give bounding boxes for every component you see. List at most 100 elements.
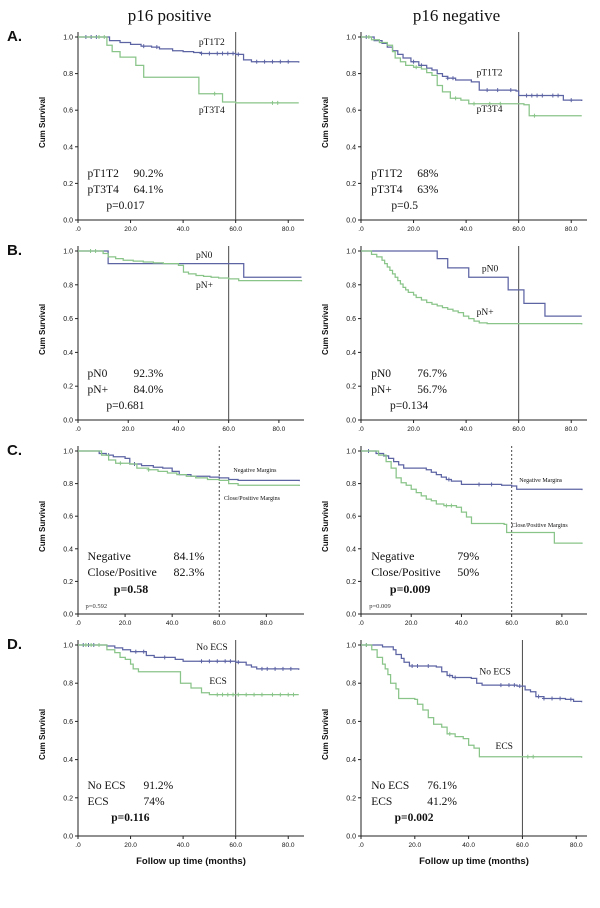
km-plot-svg: 0.0 0.2 0.4 0.6 0.8 1.0 .0 20.0 40.0 60.0 80.0 Cum … [321, 640, 588, 867]
row-label-D: D. [7, 636, 22, 653]
curve-label-negative-margins: Negative Margins [519, 478, 563, 484]
p-value: p=0.58 [113, 582, 149, 597]
y-tick-label: 0.0 [346, 218, 356, 225]
stats-annotation: Negative 84.1% Close/Positive 82.3% p=0.58 [88, 548, 205, 598]
header-p16-negative: p16 negative [412, 6, 501, 25]
panel-C-p16-negative: 0.0 0.2 0.4 0.6 0.8 1.0 .0 20.0 40.0 60.0 80.0 Cum … [319, 440, 597, 634]
stats-row: pN0 76.7% [371, 366, 447, 382]
y-tick-label: 0.4 [346, 546, 356, 553]
y-tick-label: 0.0 [63, 418, 73, 425]
row-B: B. 0.0 0.2 0.4 0.6 0.8 1.0 .0 20.0 40.0 60.0 80.0 C… [0, 240, 600, 440]
curve-label-no-ecs: No ECS [196, 643, 227, 653]
stats-annotation: No ECS 91.2% ECS 74% p=0.116 [88, 778, 174, 826]
x-tick-label: 80.0 [565, 226, 578, 233]
group-survival-pct: 82.3% [173, 565, 205, 580]
y-tick-label: 0.6 [346, 316, 356, 323]
y-axis-title: Cum Survival [321, 501, 330, 552]
y-tick-label: 0.2 [63, 795, 73, 802]
stats-row: pN+ 84.0% [88, 382, 164, 398]
group-survival-pct: 63% [417, 183, 439, 196]
row-A: A. 0.0 0.2 0.4 0.6 0.8 1.0 .0 20.0 40.0 60.0 80.0 C… [0, 26, 600, 240]
panel-A-p16-negative: 0.0 0.2 0.4 0.6 0.8 1.0 .0 20.0 40.0 60.0 80.0 Cum … [319, 26, 597, 240]
y-tick-label: 1.0 [346, 35, 356, 42]
group-name: ECS [371, 795, 393, 808]
p-value: p=0.134 [389, 399, 429, 412]
y-tick-label: 0.2 [346, 181, 356, 188]
survival-curve-no-ecs [77, 644, 299, 670]
x-tick-label: 40.0 [460, 426, 473, 433]
x-tick-label: 40.0 [455, 620, 468, 627]
x-tick-label: .0 [358, 226, 364, 233]
y-tick-label: 0.8 [346, 481, 356, 488]
x-tick-label: .0 [358, 426, 364, 433]
y-tick-label: 0.4 [346, 144, 356, 151]
x-tick-label: 80.0 [556, 620, 569, 627]
x-tick-label: 20.0 [124, 226, 137, 233]
stats-row: pT3T4 64.1% [88, 182, 164, 198]
curve-label-close-positive-margins: Close/Positive Margins [223, 496, 280, 502]
stats-row: No ECS 76.1% [371, 778, 457, 794]
group-survival-pct: 91.2% [143, 779, 174, 792]
x-tick-label: 60.0 [212, 620, 225, 627]
y-tick-label: 0.4 [63, 144, 73, 151]
stats-annotation: pN0 92.3% pN+ 84.0% p=0.681 [88, 366, 164, 414]
y-tick-label: 1.0 [63, 449, 73, 456]
y-tick-label: 0.0 [63, 834, 73, 841]
y-tick-label: 1.0 [346, 249, 356, 256]
panel-C-p16-positive: 0.0 0.2 0.4 0.6 0.8 1.0 .0 20.0 40.0 60.0 80.0 Cum … [36, 440, 314, 634]
km-plot-svg: 0.0 0.2 0.4 0.6 0.8 1.0 .0 20.0 40.0 60.0 80.0 Cum … [321, 446, 588, 627]
km-plot-svg: 0.0 0.2 0.4 0.6 0.8 1.0 .0 20.0 40.0 60.0 80.0 Cum … [38, 246, 304, 433]
group-survival-pct: 76.7% [417, 367, 447, 380]
y-tick-label: 1.0 [346, 643, 356, 650]
column-headers: p16 positive p16 negative [26, 6, 600, 26]
survival-curve-negative-margins [77, 450, 300, 482]
survival-curve-negative-margins [361, 450, 583, 491]
y-axis-title: Cum Survival [321, 709, 330, 760]
stats-row: pT1T2 90.2% [88, 166, 164, 182]
y-tick-label: 0.8 [63, 282, 73, 289]
y-tick-label: 0.2 [63, 579, 73, 586]
panel-D-p16-negative: 0.0 0.2 0.4 0.6 0.8 1.0 .0 20.0 40.0 60.0 80.0 Cum … [319, 634, 597, 874]
y-tick-label: 0.4 [63, 546, 73, 553]
group-survival-pct: 84.0% [133, 383, 164, 396]
group-name: pN0 [87, 367, 108, 380]
group-name: Negative [371, 548, 415, 563]
km-plot-svg: 0.0 0.2 0.4 0.6 0.8 1.0 .0 20.0 40.0 60.0 80.0 Cum … [321, 246, 588, 433]
stats-annotation: Negative 79% Close/Positive 50% p=0.009 [371, 548, 479, 598]
y-tick-label: 0.2 [346, 384, 356, 391]
stats-row: pN+ 56.7% [371, 382, 447, 398]
x-tick-label: 60.0 [222, 426, 235, 433]
x-tick-label: .0 [75, 842, 81, 849]
y-tick-label: 0.2 [63, 384, 73, 391]
x-tick-label: 80.0 [565, 426, 578, 433]
group-name: pT3T4 [371, 183, 403, 196]
km-plot-svg: 0.0 0.2 0.4 0.6 0.8 1.0 .0 20.0 40.0 60.0 80.0 Cum … [321, 32, 588, 233]
x-tick-label: 20.0 [407, 226, 420, 233]
x-tick-label: 20.0 [405, 620, 418, 627]
y-tick-label: 0.6 [63, 108, 73, 115]
survival-curve-pt3t4 [77, 36, 299, 104]
row-C: C. 0.0 0.2 0.4 0.6 0.8 1.0 .0 20.0 40.0 60.0 80.0 C… [0, 440, 600, 634]
x-tick-label: 40.0 [165, 620, 178, 627]
y-tick-label: 0.6 [63, 514, 73, 521]
stats-row: No ECS 91.2% [88, 778, 174, 794]
group-name: pN+ [87, 383, 109, 396]
y-axis-title: Cum Survival [38, 97, 47, 148]
curve-label-no-ecs: No ECS [480, 668, 511, 678]
x-tick-label: .0 [75, 426, 81, 433]
stats-row: Negative 84.1% [88, 548, 205, 565]
y-axis-title: Cum Survival [38, 304, 47, 355]
x-tick-label: 20.0 [118, 620, 131, 627]
group-name: Close/Positive [371, 565, 441, 580]
x-tick-label: 80.0 [281, 226, 294, 233]
p-value: p=0.116 [111, 811, 150, 824]
stats-row: pT1T2 68% [371, 166, 438, 182]
y-tick-label: 0.2 [346, 579, 356, 586]
curve-label-ecs: ECS [496, 742, 513, 752]
survival-curve-pn0 [361, 250, 582, 317]
curve-label-pn-: pN+ [196, 281, 213, 291]
panel-B-p16-negative: 0.0 0.2 0.4 0.6 0.8 1.0 .0 20.0 40.0 60.0 80.0 Cum … [319, 240, 597, 440]
y-tick-label: 0.8 [63, 71, 73, 78]
y-tick-label: 0.4 [63, 350, 73, 357]
y-tick-label: 1.0 [63, 35, 73, 42]
